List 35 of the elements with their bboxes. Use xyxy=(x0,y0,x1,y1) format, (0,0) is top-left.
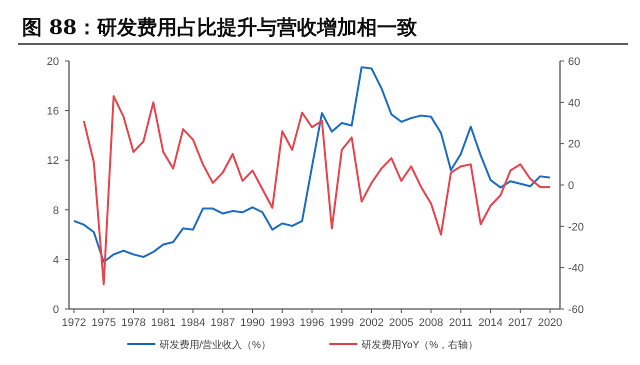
chart-title: 图 88：研发费用占比提升与营收增加相一致 xyxy=(22,15,417,39)
x-tick-label: 2014 xyxy=(478,317,503,329)
y2-tick-label: 40 xyxy=(568,97,580,110)
x-tick-label: 1996 xyxy=(300,317,324,329)
x-tick-label: 1975 xyxy=(91,317,116,329)
y2-tick-label: -40 xyxy=(568,262,584,275)
y2-tick-label: -60 xyxy=(568,304,584,316)
x-tick-label: 2011 xyxy=(448,317,473,329)
x-tick-label: 1981 xyxy=(150,317,176,329)
y-tick-label: 20 xyxy=(46,56,59,68)
x-tick-label: 1978 xyxy=(121,317,146,329)
y-tick-label: 0 xyxy=(52,304,59,316)
y-tick-label: 16 xyxy=(46,106,59,118)
y2-tick-label: 0 xyxy=(568,180,574,192)
x-tick-label: 2017 xyxy=(508,317,533,329)
y2-tick-label: 60 xyxy=(568,56,580,68)
line-series xyxy=(82,95,552,286)
legend-label: 研发费用/营业收入（%） xyxy=(159,339,271,351)
x-tick-label: 1999 xyxy=(330,317,354,329)
x-tick-label: 1993 xyxy=(270,317,295,329)
legend-label: 研发费用YoY（%，右轴） xyxy=(361,339,478,351)
x-tick-label: 2005 xyxy=(389,317,414,329)
y-tick-label: 4 xyxy=(52,254,59,266)
y2-tick-label: 20 xyxy=(568,138,580,151)
line-series xyxy=(72,66,552,263)
x-tick-label: 2008 xyxy=(418,317,444,329)
x-tick-label: 1987 xyxy=(210,317,235,329)
x-tick-label: 1972 xyxy=(62,317,86,329)
y2-tick-label: -20 xyxy=(568,221,584,234)
x-tick-label: 2020 xyxy=(538,317,562,329)
y-tick-label: 8 xyxy=(52,204,59,217)
x-tick-label: 2002 xyxy=(359,317,384,329)
x-tick-label: 1990 xyxy=(240,317,265,329)
y-tick-label: 12 xyxy=(46,155,59,168)
x-tick-label: 1984 xyxy=(180,317,206,329)
